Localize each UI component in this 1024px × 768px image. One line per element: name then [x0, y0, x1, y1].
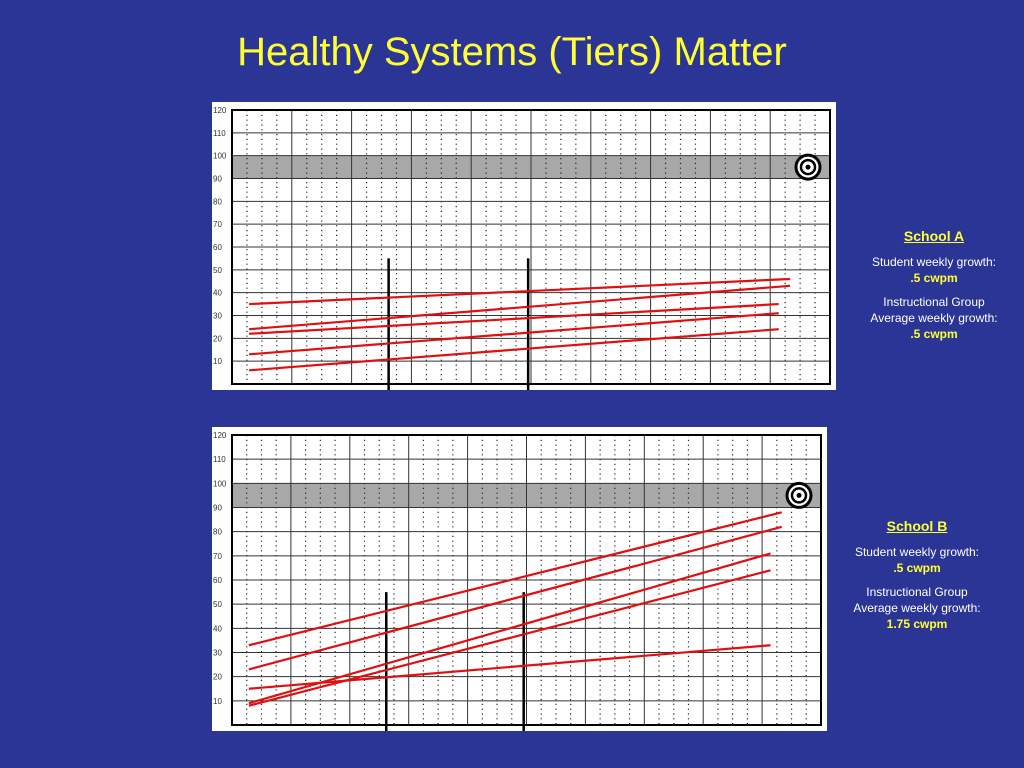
y-tick-label: 100	[213, 479, 227, 488]
y-tick-label: 80	[213, 197, 222, 206]
y-tick-label: 70	[213, 552, 222, 561]
trend-line-3	[248, 644, 771, 690]
school-a-group-label-2: Average weekly growth:	[870, 311, 998, 325]
y-tick-label: 40	[213, 624, 222, 633]
school-b-group-growth-value: 1.75 cwpm	[886, 617, 948, 631]
legend-school-a: School A Student weekly growth: .5 cwpm …	[850, 228, 1018, 342]
y-tick-label: 50	[213, 600, 222, 609]
y-tick-label: 40	[213, 289, 222, 298]
y-tick-label: 70	[213, 220, 222, 229]
legend-school-b: School B Student weekly growth: .5 cwpm …	[832, 518, 1002, 632]
y-tick-label: 30	[213, 312, 222, 321]
chart-school-b: 10 20 30 40 50 60 70 80 90 100 110 120	[212, 427, 827, 731]
y-tick-label: 60	[213, 576, 222, 585]
school-b-label: School B	[886, 518, 948, 534]
trend-line-2	[248, 525, 783, 671]
school-b-group-label-1: Instructional Group	[866, 585, 968, 599]
school-a-label: School A	[903, 228, 965, 244]
y-tick-label: 90	[213, 504, 222, 513]
y-tick-label: 80	[213, 528, 222, 537]
plot-frame	[231, 109, 831, 385]
trend-line-5	[249, 328, 779, 372]
school-a-group-label-1: Instructional Group	[883, 295, 985, 309]
y-tick-label: 50	[213, 266, 222, 275]
trend-line-1	[249, 277, 791, 306]
school-b-student-growth-label: Student weekly growth:	[854, 545, 980, 559]
plot-frame	[231, 434, 822, 726]
trend-line-2	[248, 284, 791, 331]
y-tick-label: 10	[213, 697, 222, 706]
chart-school-a: 10 20 30 40 50 60 70 80 90 100 110 120	[212, 102, 836, 390]
chart-background	[212, 102, 836, 390]
y-tick-label: 20	[213, 334, 222, 343]
y-tick-label: 120	[213, 106, 227, 115]
y-tick-label: 100	[213, 152, 227, 161]
slide-title: Healthy Systems (Tiers) Matter	[237, 30, 787, 74]
y-tick-label: 60	[213, 243, 222, 252]
y-tick-label: 30	[213, 649, 222, 658]
y-tick-label: 120	[213, 431, 227, 440]
target-icon	[794, 153, 822, 181]
y-tick-label: 20	[213, 673, 222, 682]
school-a-group-growth-value: .5 cwpm	[910, 327, 958, 341]
trend-line-3	[249, 302, 779, 335]
y-tick-label: 90	[213, 175, 222, 184]
trend-line-4	[249, 312, 779, 356]
trend-line-4	[248, 552, 771, 705]
y-tick-label: 10	[213, 357, 222, 366]
trend-line-5	[248, 569, 771, 707]
school-b-group-label-2: Average weekly growth:	[853, 601, 981, 615]
dotted-grid	[232, 434, 821, 725]
school-b-student-growth-value: .5 cwpm	[893, 561, 941, 575]
trend-line-1	[248, 511, 782, 647]
y-tick-label: 110	[213, 129, 226, 138]
target-icon	[785, 481, 813, 509]
chart-background	[212, 427, 827, 731]
school-a-student-growth-value: .5 cwpm	[910, 271, 958, 285]
y-tick-label: 110	[213, 455, 226, 464]
school-a-student-growth-label: Student weekly growth:	[871, 255, 997, 269]
